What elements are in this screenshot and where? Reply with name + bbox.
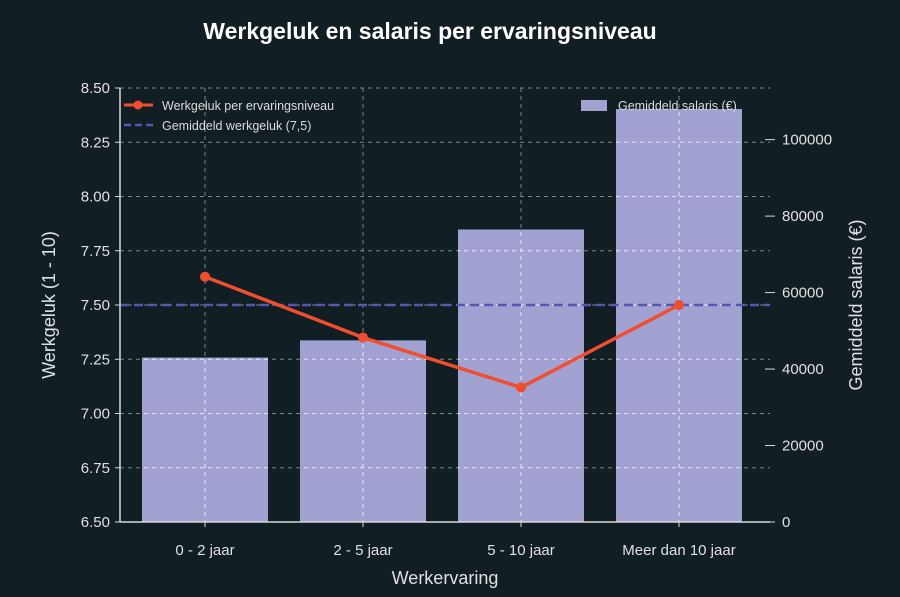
legend-happiness: Werkgeluk per ervaringsniveau [162, 99, 334, 113]
y-right-axis-label: Gemiddeld salaris (€) [846, 219, 866, 390]
y-right-tick: 100000 [782, 132, 832, 149]
x-tick: 5 - 10 jaar [487, 542, 555, 559]
y-left-tick: 6.50 [81, 514, 110, 531]
happiness-line [200, 271, 684, 393]
happiness-point [200, 271, 210, 282]
y-left-tick: 7.25 [81, 351, 110, 368]
happiness-point [516, 382, 526, 393]
x-axis-label: Werkervaring [392, 568, 499, 588]
y-left-tick: 8.25 [81, 134, 110, 151]
y-right-tick: 40000 [782, 361, 824, 378]
x-tick: 0 - 2 jaar [175, 542, 234, 559]
y-left-tick: 7.50 [81, 297, 110, 314]
salary-bars [142, 109, 742, 523]
y-left-tick: 7.00 [81, 406, 110, 423]
y-right-tick: 0 [782, 514, 790, 531]
legend: Werkgeluk per ervaringsniveau Gemiddeld w… [124, 99, 737, 133]
happiness-point [674, 300, 684, 310]
y-left-tick: 8.00 [81, 189, 110, 206]
legend-salary: Gemiddeld salaris (€) [618, 99, 737, 113]
legend-line-marker-icon [133, 100, 143, 110]
legend-average: Gemiddeld werkgeluk (7,5) [162, 119, 311, 133]
y-left-axis-label: Werkgeluk (1 - 10) [39, 231, 59, 379]
x-tick: Meer dan 10 jaar [622, 542, 735, 559]
y-left-tick: 6.75 [81, 460, 110, 477]
y-right-tick: 60000 [782, 285, 824, 302]
chart-title: Werkgeluk en salaris per ervaringsniveau [203, 18, 657, 44]
y-left-tick: 8.50 [81, 80, 110, 97]
y-left-tick: 7.75 [81, 243, 110, 260]
legend-bar-swatch-icon [581, 100, 607, 111]
y-right-tick: 80000 [782, 208, 824, 225]
salary-bar [300, 340, 426, 522]
happiness-point [358, 332, 368, 343]
x-tick: 2 - 5 jaar [333, 542, 392, 559]
axes: 6.50 6.75 7.00 7.25 7.50 7.75 8.00 8.25 8.50 0 200… [39, 80, 866, 588]
y-right-tick: 20000 [782, 438, 824, 455]
